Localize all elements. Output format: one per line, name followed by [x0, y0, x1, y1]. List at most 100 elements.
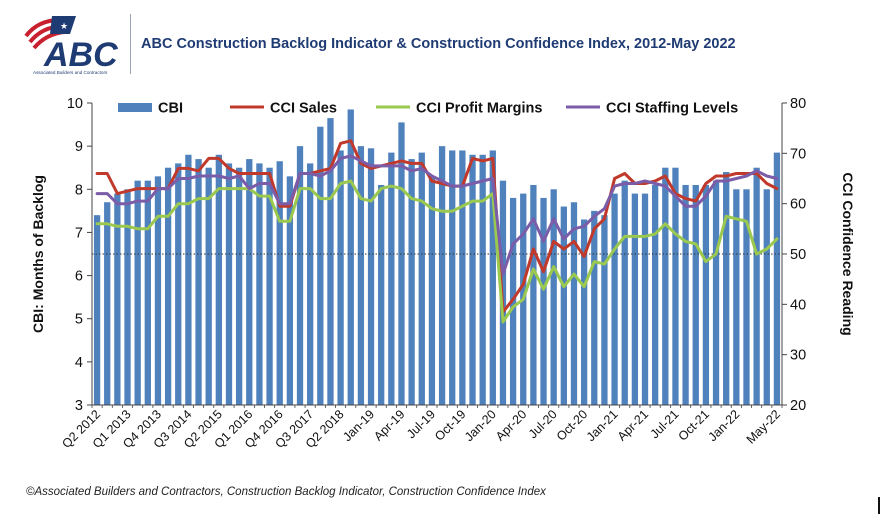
cbi-bar: [124, 189, 131, 405]
cbi-bar: [530, 184, 537, 405]
cci-sales-line: [95, 139, 779, 314]
cbi-bar: [449, 150, 456, 405]
cbi-bar: [611, 193, 618, 405]
cbi-bar: [307, 163, 314, 405]
x-tick-label: Jul-19: [404, 407, 438, 441]
cci-lines: [95, 139, 779, 324]
cbi-bar: [682, 184, 689, 405]
x-tick-label: Jan-20: [462, 407, 499, 444]
cbi-bar: [357, 146, 365, 405]
cbi-bar: [580, 219, 588, 405]
cbi-bar: [672, 167, 679, 405]
cbi-bar: [550, 189, 557, 405]
y-tick-label: 4: [75, 355, 83, 371]
x-tick-label: Jan-22: [706, 407, 743, 444]
cbi-bar: [540, 197, 547, 405]
y-tick-label: 6: [75, 269, 83, 285]
y2-axis-label: CCI Confidence Reading: [840, 172, 856, 335]
cbi-bar: [134, 180, 141, 405]
cbi-bar: [733, 189, 740, 405]
cbi-bar: [641, 193, 649, 405]
y2-tick-label: 50: [790, 247, 806, 263]
cbi-bar: [175, 163, 182, 405]
cbi-bar: [459, 150, 466, 405]
source-footnote: ©Associated Builders and Contractors, Co…: [26, 486, 546, 498]
x-tick-label: Jan-19: [340, 407, 377, 444]
y-tick-label: 3: [75, 398, 83, 414]
cbi-bar: [469, 154, 476, 405]
cbi-bar: [367, 148, 375, 406]
cbi-bar: [266, 167, 273, 405]
cbi-bar: [692, 184, 699, 405]
cbi-bar: [753, 167, 760, 405]
cbi-bar: [601, 215, 608, 405]
cbi-bar: [215, 154, 222, 405]
cbi-bar: [479, 154, 486, 405]
cbi-bar: [327, 118, 334, 405]
cbi-bar: [438, 146, 446, 405]
cbi-bar: [743, 189, 750, 405]
y2-tick-label: 40: [790, 297, 806, 313]
cbi-bar: [428, 176, 436, 405]
logo-tagline: Associated Builders and Contractors: [33, 70, 108, 75]
cbi-bar: [378, 184, 385, 405]
cbi-bar: [317, 126, 324, 405]
cbi-bar: [560, 206, 567, 405]
y2-tick-label: 80: [790, 96, 806, 112]
cbi-bar: [418, 152, 425, 405]
cbi-bar: [205, 167, 212, 405]
cbi-bar: [256, 163, 263, 405]
cbi-bar: [570, 202, 578, 405]
cbi-bar: [712, 180, 720, 405]
cbi-bar: [591, 210, 598, 405]
logo-star-field: [50, 16, 76, 34]
cbi-bar: [662, 167, 669, 405]
cbi-bar: [114, 193, 121, 405]
cbi-bar: [185, 154, 192, 405]
cbi-bar: [225, 163, 233, 405]
x-tick-label: Apr-20: [493, 407, 529, 443]
x-tick-label: May-22: [744, 407, 783, 446]
cbi-bar: [489, 150, 496, 405]
y2-tick-label: 70: [790, 146, 806, 162]
logo-star: ★: [60, 22, 68, 32]
cbi-bar: [347, 109, 354, 405]
cbi-bar: [337, 150, 344, 405]
y-tick-label: 5: [75, 312, 83, 328]
y-tick-label: 9: [75, 139, 83, 155]
cbi-bar: [104, 202, 111, 405]
abc-logo: ★ ABC Associated Builders and Contractor…: [24, 16, 118, 75]
cbi-bar: [164, 167, 172, 405]
chart-legend: CBI CCI Sales CCI Profit Margins CCI Staffi…: [118, 101, 738, 117]
x-tick-label: Oct-21: [676, 407, 712, 443]
cbi-bar: [154, 176, 162, 405]
header-divider: [130, 14, 131, 74]
cbi-bar: [144, 180, 151, 405]
cbi-bar: [723, 172, 730, 405]
x-tick-label: Apr-19: [371, 407, 407, 443]
legend-swatch-cbi: [118, 103, 152, 112]
y2-tick-label: 30: [790, 348, 806, 364]
logo-wordmark: ABC: [43, 36, 118, 74]
x-tick-label: Oct-19: [432, 407, 468, 443]
cbi-bar: [763, 189, 770, 405]
cbi-bars: [93, 109, 781, 406]
x-tick-label: Jan-21: [584, 407, 621, 444]
chart-title: ABC Construction Backlog Indicator & Con…: [141, 36, 736, 52]
cbi-bar: [246, 159, 253, 405]
y-tick-label: 7: [75, 225, 83, 241]
cbi-bar: [631, 193, 639, 405]
y2-tick-label: 20: [790, 398, 806, 414]
cbi-bar: [276, 161, 283, 405]
legend-item-cci-staffing-levels: CCI Staffing Levels: [606, 101, 738, 117]
y2-tick-label: 60: [790, 197, 806, 213]
y-axis-label: CBI: Months of Backlog: [30, 175, 46, 333]
cbi-bar: [286, 176, 294, 405]
cbi-bar: [296, 146, 304, 405]
text-cursor: [878, 497, 880, 514]
cbi-bar: [652, 184, 659, 405]
cbi-bar: [235, 167, 243, 405]
cbi-bar: [398, 122, 405, 406]
x-tick-label: Jul-20: [526, 407, 560, 441]
